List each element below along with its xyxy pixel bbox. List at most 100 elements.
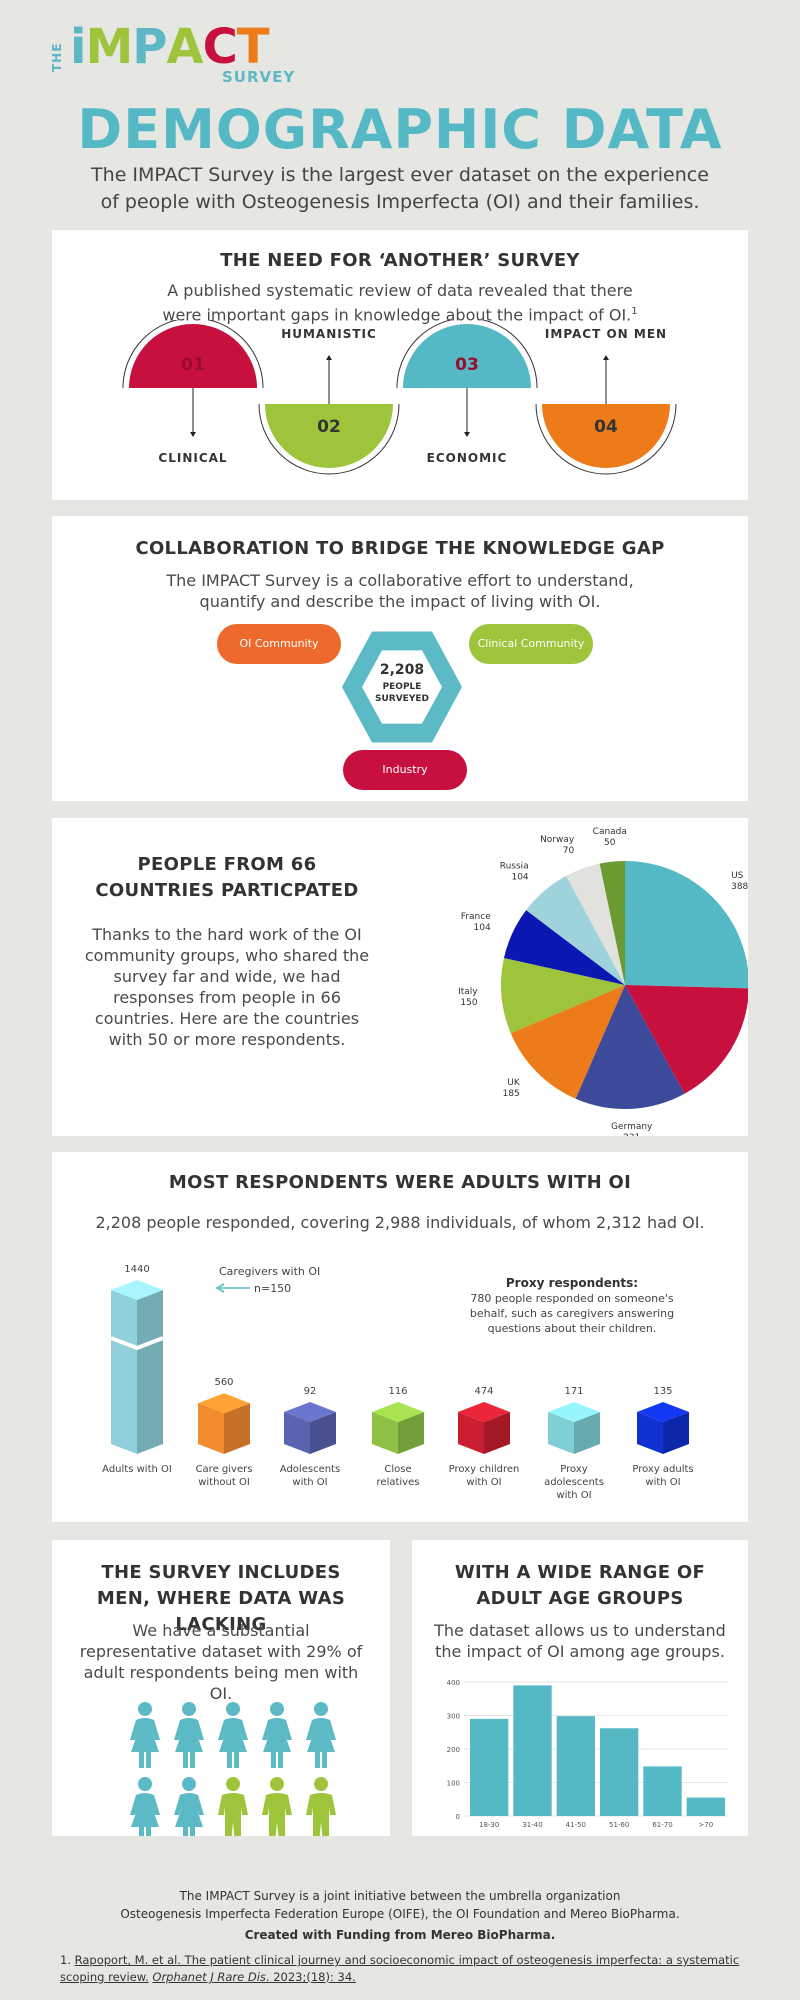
gap-semicircle: [403, 324, 531, 388]
age-bar-3: [600, 1728, 639, 1816]
pie-label: US 388: [731, 871, 748, 892]
gap-number: 03: [455, 355, 479, 375]
gap-semicircle: [542, 404, 670, 468]
pie-label-country: Russia: [500, 862, 529, 872]
collab-text: The IMPACT Survey is a collaborative eff…: [166, 571, 634, 611]
cube-bar-0: 1440 Adults with OI: [102, 1264, 172, 1475]
head-shape: [226, 1702, 240, 1716]
cube-category-label: Adolescents with OI: [280, 1464, 340, 1488]
body-shape: [306, 1718, 336, 1768]
gap-number: 01: [181, 355, 205, 375]
men-text: We have a substantial representative dat…: [79, 1621, 363, 1703]
cube-category-line: Proxy children: [449, 1464, 520, 1475]
pie-label-value: 70: [563, 846, 575, 856]
cube-right-face: [398, 1412, 424, 1454]
cube-left-face: [284, 1412, 310, 1454]
age-y-tick: 200: [447, 1746, 460, 1754]
pie-label-value: 185: [503, 1089, 520, 1099]
cube-value-label: 116: [388, 1386, 407, 1397]
age-x-tick: >70: [698, 1821, 713, 1829]
pie-label-country: Canada: [593, 827, 627, 837]
countries-heading: PEOPLE FROM 66 COUNTRIES PARTICPATED: [95, 854, 359, 901]
body-shape: [174, 1793, 204, 1836]
pie-label-value: 150: [460, 998, 477, 1008]
pie-label: Canada 50: [593, 827, 627, 848]
gap-label: IMPACT ON MEN: [545, 327, 667, 341]
reference-link[interactable]: Rapoport, M. et al. The patient clinical…: [60, 1953, 740, 1984]
pie-slice-us: [625, 861, 748, 989]
pie-label-country: Germany: [611, 1122, 653, 1132]
industry-pill: Industry: [343, 750, 467, 790]
pie-label-country: France: [461, 912, 491, 922]
cube-category-line: relatives: [377, 1477, 420, 1488]
cube-bar-4: 474 Proxy children with OI: [449, 1386, 520, 1488]
pie-slice-spain: [625, 985, 748, 1094]
pie-slice-norway: [566, 863, 625, 985]
pie-label-country: UK: [507, 1078, 521, 1088]
pie-label-value: 50: [604, 838, 616, 848]
cube-bar-3: 116 Close relatives: [372, 1386, 424, 1488]
adults-text: 2,208 people responded, covering 2,988 i…: [95, 1213, 705, 1232]
page-title: DEMOGRAPHIC DATA: [77, 98, 723, 161]
intro-text: The IMPACT Survey is the largest ever da…: [91, 164, 709, 213]
head-shape: [182, 1777, 196, 1791]
age-bar-1: [513, 1685, 552, 1816]
head-shape: [270, 1702, 284, 1716]
woman-icon: [262, 1702, 292, 1768]
pie-label-value: 104: [474, 923, 491, 933]
logo-letter-2: P: [132, 19, 167, 75]
logo-letter-0: i: [70, 19, 86, 75]
cube-category-line: Adolescents: [280, 1464, 340, 1475]
impact-logo: THE iMPACT SURVEY: [50, 19, 294, 90]
pie-slice-germany: [575, 985, 685, 1109]
hexagon-inner: [362, 650, 442, 724]
cube-category-label: Adults with OI: [102, 1464, 172, 1475]
cube-top-face: [548, 1402, 600, 1422]
arrow-head-icon: [190, 432, 196, 437]
body-shape: [130, 1793, 160, 1836]
woman-icon: [130, 1702, 160, 1768]
arrow-head-icon: [464, 432, 470, 437]
pie-label-country: US: [731, 871, 744, 881]
pie-label: Germany221: [611, 1122, 653, 1136]
gap-item-impact-on-men: 04 IMPACT ON MEN: [535, 327, 677, 475]
head-shape: [314, 1777, 328, 1791]
people-icon-grid: [130, 1702, 336, 1836]
caregivers-note: Caregivers with OI: [219, 1265, 320, 1278]
caregivers-annotation: Caregivers with OI n=150: [215, 1265, 320, 1295]
age-y-tick: 0: [456, 1813, 460, 1821]
head-shape: [226, 1777, 240, 1791]
cube-bar-5: 171 Proxy adolescents with OI: [544, 1386, 604, 1501]
countries-pie-chart: US388Spain253Germany221UK185Italy150Fran…: [458, 827, 748, 1136]
countries-text: Thanks to the hard work of the OI commun…: [84, 925, 370, 1049]
funding-note: Created with Funding from Mereo BioPharm…: [244, 1928, 556, 1942]
cube-right-face: [137, 1290, 163, 1454]
respondents-section: MOST RESPONDENTS WERE ADULTS WITH OI 2,2…: [52, 1152, 748, 1522]
head-shape: [182, 1702, 196, 1716]
body-shape: [306, 1793, 336, 1836]
reference: 1. Rapoport, M. et al. The patient clini…: [60, 1952, 750, 1986]
age-bar-5: [686, 1797, 725, 1816]
ages-section: WITH A WIDE RANGE OF ADULT AGE GROUPS Th…: [412, 1540, 748, 1836]
reference-number: 1.: [60, 1953, 71, 1967]
gap-number: 02: [317, 417, 341, 437]
pie-label: Italy 150: [458, 987, 478, 1008]
ages-text: The dataset allows us to understand the …: [434, 1621, 726, 1661]
adults-heading: MOST RESPONDENTS WERE ADULTS WITH OI: [168, 1172, 632, 1193]
age-y-tick: 400: [447, 1679, 460, 1687]
age-x-tick: 61-70: [652, 1821, 672, 1829]
surveyed-count: 2,208: [379, 662, 425, 678]
pie-slice-uk: [510, 985, 625, 1099]
man-icon: [262, 1777, 292, 1836]
cube-value-label: 474: [474, 1386, 493, 1397]
pie-slice-italy: [501, 958, 625, 1034]
cube-bar-6: 135 Proxy adults with OI: [632, 1386, 693, 1488]
logo-letter-5: T: [236, 19, 270, 75]
collaboration-section: COLLABORATION TO BRIDGE THE KNOWLEDGE GA…: [52, 516, 748, 801]
gap-label: ECONOMIC: [427, 451, 508, 465]
cube-divider: [110, 1336, 164, 1351]
logo-the: THE: [50, 42, 64, 72]
body-shape: [130, 1718, 160, 1768]
logo-letter-1: M: [85, 19, 133, 75]
cube-top-face: [637, 1402, 689, 1422]
